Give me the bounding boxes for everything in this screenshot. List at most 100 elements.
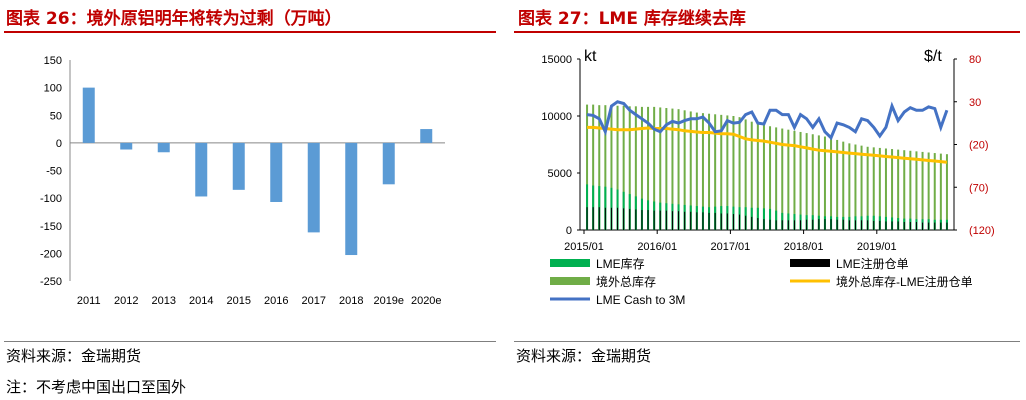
- lme-warrant-bar: [629, 208, 631, 230]
- lme-warrant-bar: [861, 220, 863, 230]
- lme-warrant-bar: [696, 212, 698, 230]
- total-inventory-bar: [604, 105, 607, 230]
- x-tick-label: 2012: [114, 295, 138, 307]
- lme-warrant-bar: [836, 219, 838, 230]
- right-unit-label: $/t: [924, 48, 942, 65]
- lme-warrant-bar: [659, 210, 661, 230]
- total-inventory-bar: [927, 152, 930, 230]
- x-tick-label: 2017: [302, 295, 326, 307]
- total-inventory-bar: [714, 114, 717, 230]
- y-tick-label: -200: [40, 248, 62, 260]
- total-inventory-bar: [665, 108, 668, 230]
- y-tick-label: 50: [50, 110, 62, 122]
- bar-2016: [270, 142, 283, 202]
- lme-warrant-bar: [610, 207, 612, 230]
- total-inventory-bar: [872, 147, 875, 230]
- lme-warrant-bar: [812, 219, 814, 230]
- bar-2018: [345, 142, 358, 256]
- lme-warrant-bar: [934, 222, 936, 230]
- lme-warrant-bar: [732, 214, 734, 230]
- x-tick-label: 2011: [77, 295, 101, 307]
- lme-warrant-bar: [769, 219, 771, 230]
- total-inventory-bar: [854, 144, 857, 230]
- lme-warrant-bar: [751, 216, 753, 230]
- right-y-tick: (20): [969, 140, 989, 152]
- lme-warrant-bar: [891, 221, 893, 230]
- right-source-rule: [514, 341, 1020, 342]
- y-tick-label: -250: [40, 276, 62, 288]
- lme-warrant-bar: [806, 219, 808, 230]
- lme-warrant-bar: [598, 207, 600, 230]
- bar-2019e: [382, 142, 395, 185]
- total-inventory-bar: [701, 113, 704, 230]
- bar-2013: [157, 142, 170, 153]
- total-inventory-bar: [933, 153, 936, 230]
- lme-warrant-bar: [635, 209, 637, 230]
- lme-warrant-bar: [678, 211, 680, 230]
- left-y-tick: 5000: [548, 168, 572, 180]
- lme-warrant-bar: [745, 215, 747, 230]
- total-inventory-bar: [836, 139, 839, 230]
- total-inventory-bar: [848, 143, 851, 230]
- lme-warrant-bar: [665, 210, 667, 230]
- total-inventory-bar: [677, 109, 680, 230]
- total-inventory-bar: [921, 151, 924, 230]
- total-inventory-bar: [945, 154, 948, 230]
- lme-warrant-bar: [604, 207, 606, 230]
- lme-warrant-bar: [623, 208, 625, 230]
- x-tick-label: 2020e: [411, 295, 442, 307]
- total-inventory-bar: [598, 105, 601, 230]
- y-tick-label: -150: [40, 221, 62, 233]
- right-y-tick: (70): [969, 182, 989, 194]
- lme-warrant-bar: [592, 207, 594, 230]
- lme-chart-svg: kt $/t 15000 10000 5000 0 80 30 (20) (70) (120) 201…: [541, 48, 995, 307]
- total-inventory-bar: [744, 119, 747, 230]
- total-inventory-bar: [903, 150, 906, 230]
- lme-warrant-bar: [641, 210, 643, 230]
- lme-warrant-bar: [757, 218, 759, 230]
- x-tick-label: 2019e: [373, 295, 404, 307]
- total-inventory-bar: [793, 130, 796, 230]
- lme-warrant-bar: [915, 222, 917, 230]
- left-y-tick: 10000: [541, 111, 572, 123]
- total-inventory-bar: [817, 135, 820, 230]
- legend-swatch: [550, 277, 590, 285]
- left-unit-label: kt: [584, 48, 597, 65]
- lme-warrant-bar: [903, 222, 905, 230]
- lme-warrant-bar: [867, 220, 869, 230]
- total-inventory-bar: [726, 115, 729, 230]
- total-inventory-bar: [762, 125, 765, 230]
- total-inventory-bar: [647, 106, 650, 230]
- right-chart-title: 图表 27：LME 库存继续去库: [518, 9, 746, 29]
- total-inventory-bar: [866, 146, 869, 230]
- lme-warrant-bar: [842, 219, 844, 230]
- total-inventory-bar: [750, 121, 753, 230]
- cash-to-3m-line: [586, 100, 949, 141]
- bar-2017: [307, 142, 320, 233]
- total-inventory-bar: [689, 111, 692, 230]
- x-tick-label: 2018/01: [784, 241, 824, 253]
- lme-warrant-bar: [909, 222, 911, 230]
- total-inventory-bar: [775, 127, 778, 230]
- legend-label: LME Cash to 3M: [596, 293, 685, 307]
- total-inventory-bar: [842, 141, 845, 230]
- bar-2012: [120, 142, 133, 150]
- legend-label: LME注册仓单: [836, 256, 909, 271]
- lme-warrant-bar: [928, 222, 930, 230]
- total-inventory-bar: [683, 110, 686, 230]
- lme-warrant-bar: [586, 207, 588, 230]
- legend-swatch: [790, 259, 830, 267]
- total-inventory-bar: [586, 104, 589, 230]
- lme-warrant-bar: [854, 220, 856, 230]
- right-y-tick: (120): [969, 225, 995, 237]
- lme-warrant-bar: [708, 212, 710, 230]
- diff-inventory-line: [587, 125, 948, 164]
- total-inventory-bar: [708, 113, 711, 230]
- lme-warrant-bar: [684, 211, 686, 230]
- lme-warrant-bar: [775, 220, 777, 230]
- total-inventory-bar: [640, 106, 643, 230]
- x-tick-label: 2018: [339, 295, 363, 307]
- lme-warrant-bar: [781, 220, 783, 230]
- left-source-rule: [4, 341, 496, 342]
- total-inventory-bar: [659, 107, 662, 230]
